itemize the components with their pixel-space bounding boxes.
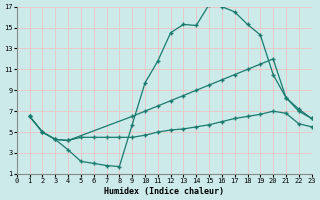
X-axis label: Humidex (Indice chaleur): Humidex (Indice chaleur) bbox=[104, 187, 224, 196]
